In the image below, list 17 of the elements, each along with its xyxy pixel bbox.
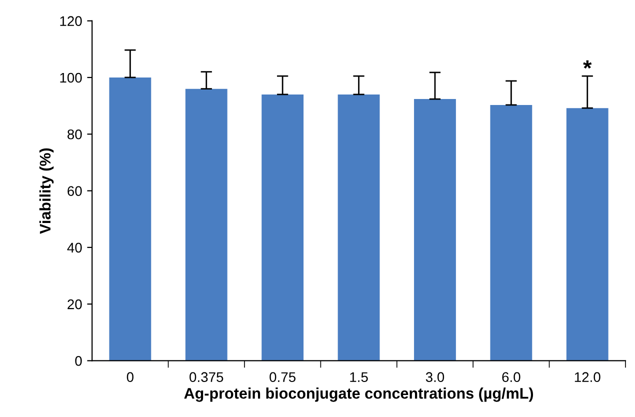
y-axis-title: Viability (%) bbox=[39, 148, 54, 234]
y-tick-label: 0 bbox=[75, 356, 82, 366]
y-tick-label: 60 bbox=[68, 186, 82, 196]
x-tick-label: 12.0 bbox=[574, 372, 600, 382]
y-tick-label: 80 bbox=[68, 129, 82, 140]
y-tick-label: 40 bbox=[67, 242, 82, 253]
x-tick-label: 1.5 bbox=[350, 372, 368, 382]
x-tick-label: 0 bbox=[126, 372, 134, 382]
x-axis-title: Ag-protein bioconjugate concentrations (µg/mL) bbox=[184, 388, 534, 402]
annotation: * bbox=[583, 60, 592, 69]
y-tick-label: 100 bbox=[60, 72, 82, 83]
y-tick-label: 120 bbox=[60, 16, 82, 26]
x-tick-label: 3.0 bbox=[426, 372, 444, 382]
x-tick-label: 0.75 bbox=[270, 372, 296, 382]
y-tick-label: 20 bbox=[68, 299, 82, 310]
x-tick-label: 6.0 bbox=[502, 372, 520, 382]
x-tick-label: 0.375 bbox=[190, 372, 224, 382]
